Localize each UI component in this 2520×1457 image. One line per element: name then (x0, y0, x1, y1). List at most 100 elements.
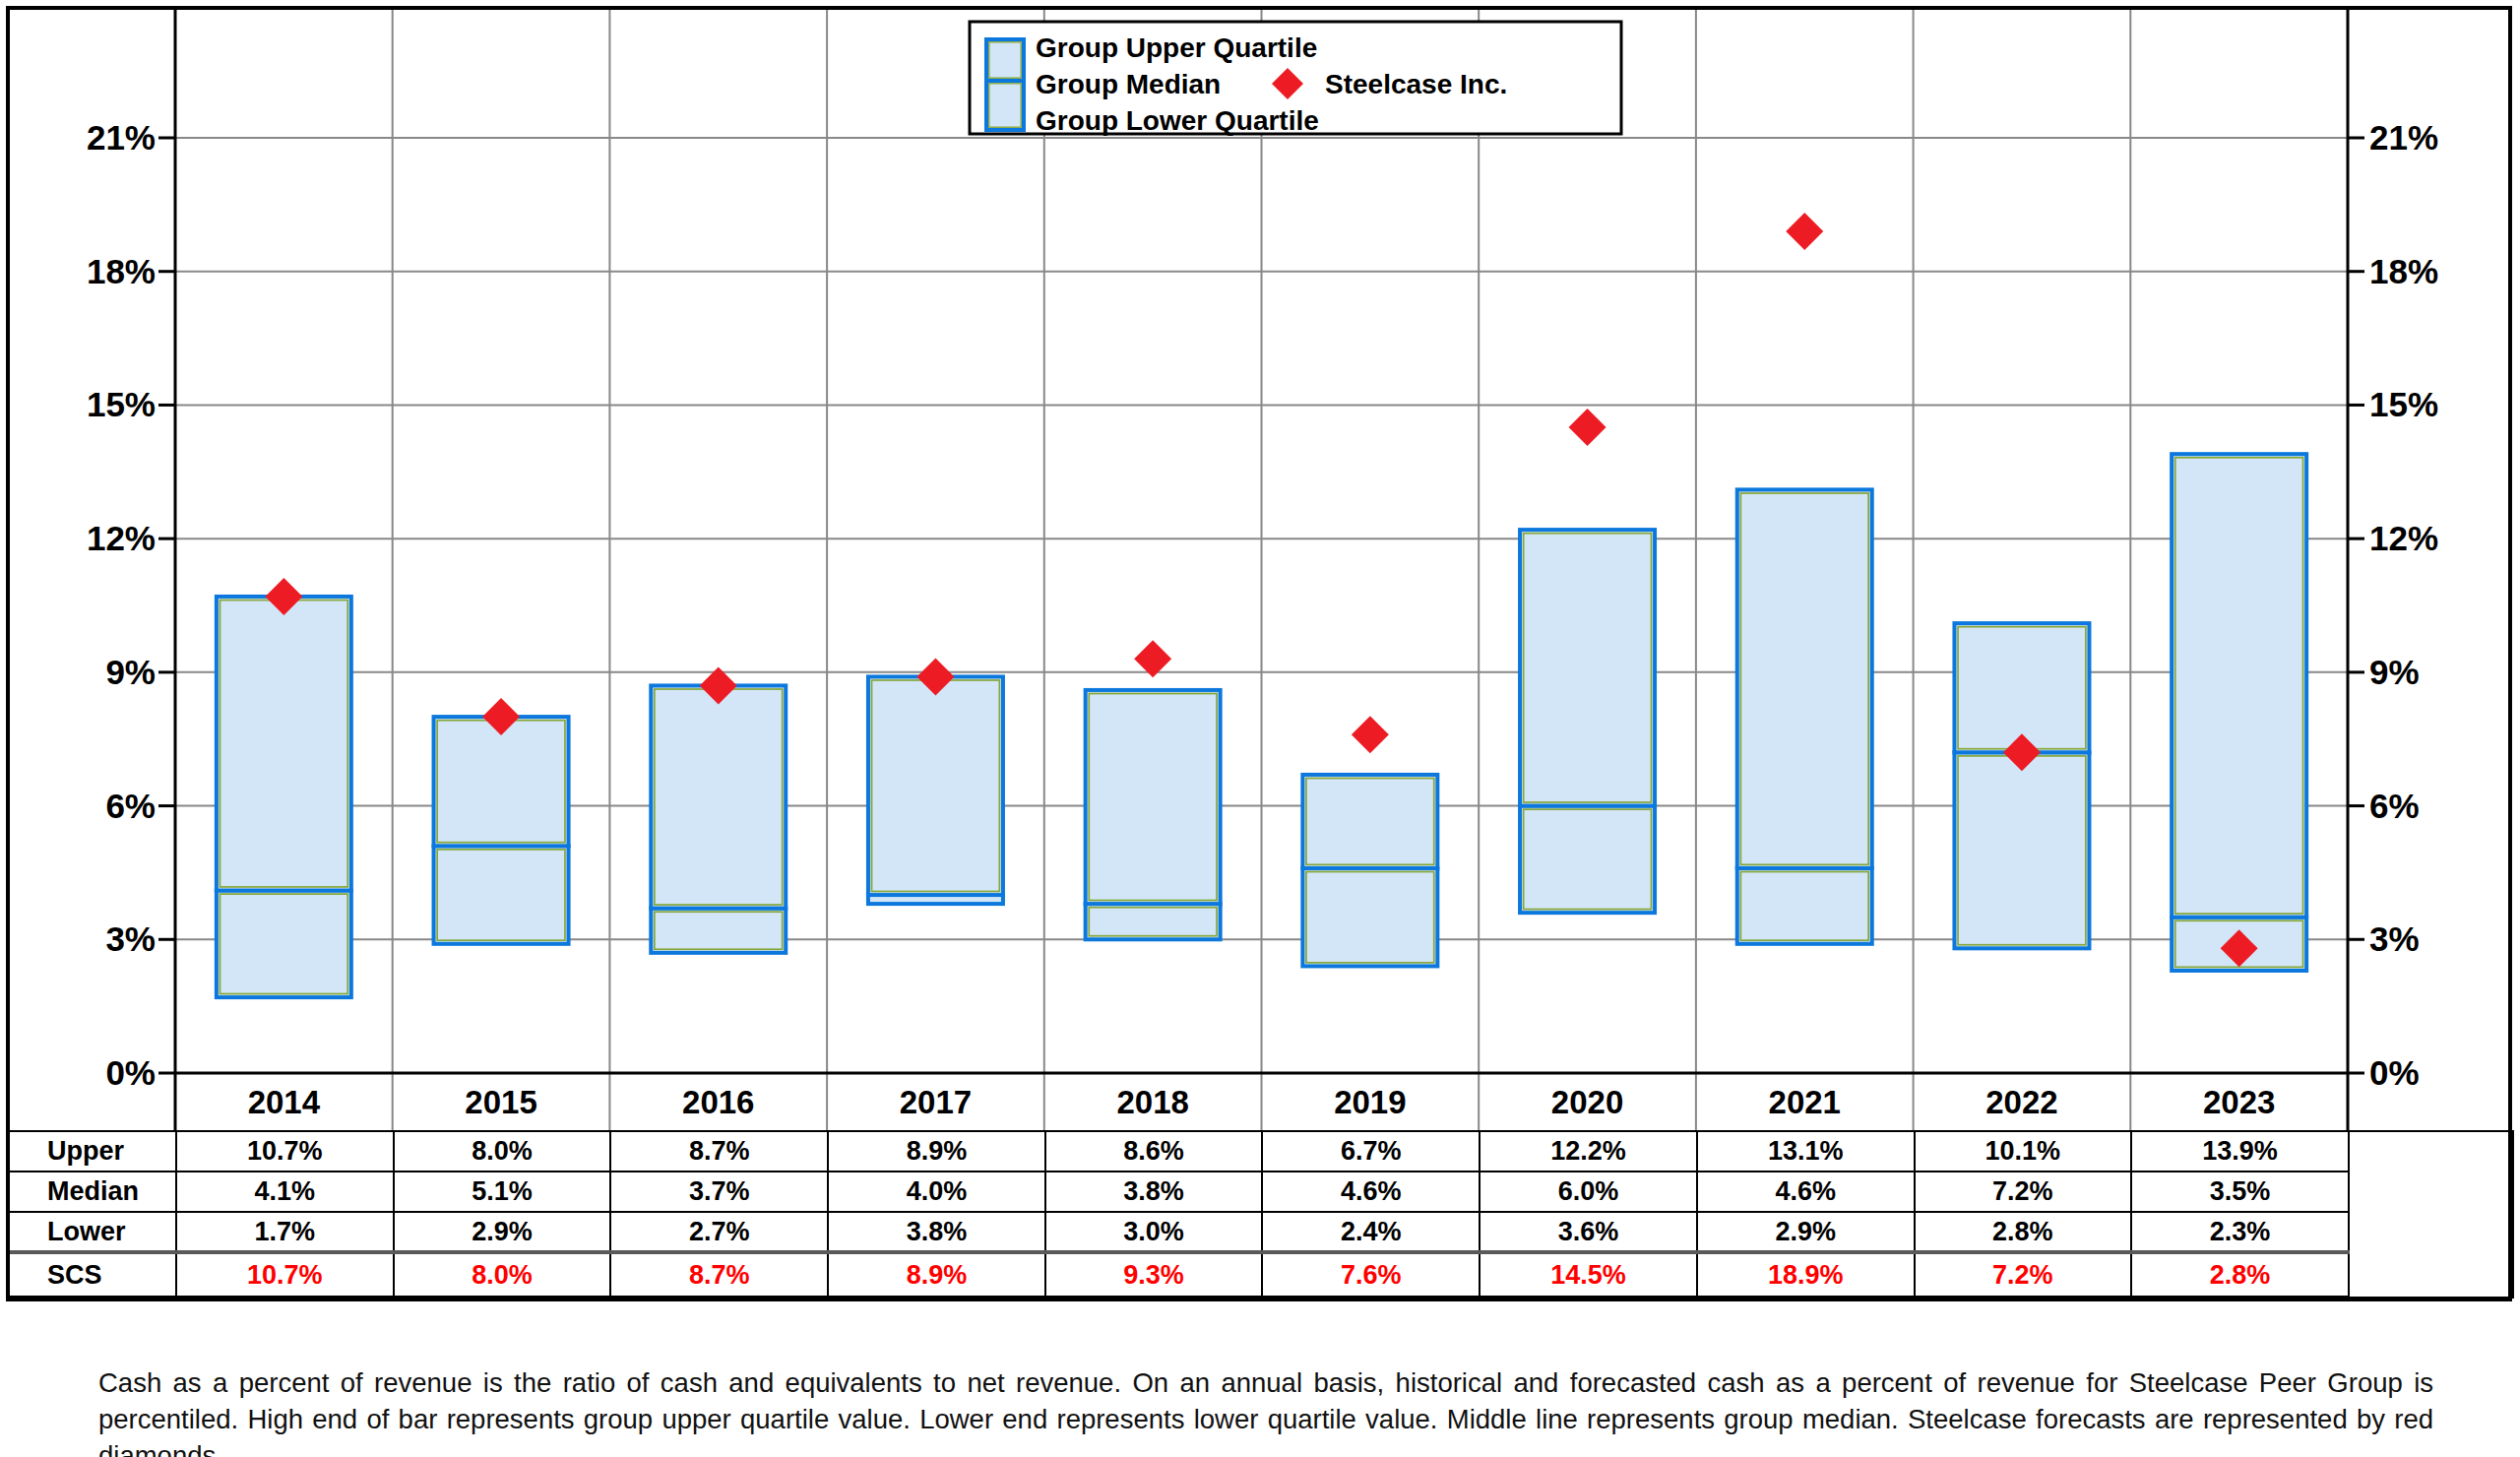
quartile-bar-2020-lower-segment-box (1520, 806, 1655, 914)
quartile-bar-2021-lower-segment-box (1737, 868, 1872, 944)
quartile-bar-2018-lower-segment-box (1086, 904, 1221, 939)
table-cell-scs-2015: 8.0% (394, 1252, 611, 1298)
table-cell-upper-2017: 8.9% (828, 1131, 1045, 1172)
y-axis-label-right-3: 3% (2369, 919, 2420, 958)
table-cell-median-2018: 3.8% (1045, 1172, 1263, 1212)
table-cell-scs-2020: 14.5% (1480, 1252, 1697, 1298)
table-cell-lower-2016: 2.7% (610, 1212, 828, 1252)
y-axis-label-left-3: 3% (105, 919, 156, 958)
table-cell-lower-2019: 2.4% (1262, 1212, 1480, 1252)
table-cell-median-2022: 7.2% (1915, 1172, 2132, 1212)
quartile-bar-2020-upper-segment-box (1520, 530, 1655, 805)
table-cell-scs-2017: 8.9% (828, 1252, 1045, 1298)
y-axis-label-right-21: 21% (2369, 118, 2438, 157)
table-cell-median-2023: 3.5% (2131, 1172, 2349, 1212)
quartile-bar-2018-upper-segment (1086, 690, 1221, 904)
steelcase-diamond-2021 (1786, 213, 1823, 250)
table-cell-lower-2014: 1.7% (176, 1212, 394, 1252)
table-cell-lower-2018: 3.0% (1045, 1212, 1263, 1252)
year-label-2017: 2017 (900, 1084, 972, 1120)
table-cell-scs-2016: 8.7% (610, 1252, 828, 1298)
table-cell-upper-2021: 13.1% (1697, 1131, 1915, 1172)
y-axis-label-left-0: 0% (105, 1053, 156, 1092)
quartile-bar-2014-lower-segment-box (217, 891, 351, 998)
table-row-label-scs: SCS (9, 1252, 176, 1298)
steelcase-diamond-2020 (1569, 409, 1606, 446)
table-row-median: Median4.1%5.1%3.7%4.0%3.8%4.6%6.0%4.6%7.… (9, 1172, 2513, 1212)
quartile-bar-2019-lower-segment (1302, 868, 1437, 967)
quartile-bar-2019-lower-segment-box (1302, 868, 1437, 967)
year-label-2014: 2014 (248, 1084, 321, 1120)
quartile-bar-2021-upper-segment-box (1737, 489, 1872, 868)
table-cell-median-2016: 3.7% (610, 1172, 828, 1212)
table-cell-scs-2018: 9.3% (1045, 1252, 1263, 1298)
legend-label-2: Group Lower Quartile (1036, 105, 1319, 136)
quartile-bar-2016-upper-segment (651, 685, 786, 908)
quartile-bar-2015-lower-segment-box (434, 846, 569, 944)
table-cell-scs-2019: 7.6% (1262, 1252, 1480, 1298)
quartile-bar-2019-upper-segment (1302, 775, 1437, 868)
y-axis-label-left-12: 12% (87, 519, 156, 557)
table-cell-lower-2021: 2.9% (1697, 1212, 1915, 1252)
table-cell-upper-2023: 13.9% (2131, 1131, 2349, 1172)
year-label-2021: 2021 (1769, 1084, 1841, 1120)
table-row-label-upper: Upper (9, 1131, 176, 1172)
table-cell-upper-2014: 10.7% (176, 1131, 394, 1172)
quartile-bar-2020-upper-segment (1520, 530, 1655, 805)
quartile-bar-2019-upper-segment-box (1302, 775, 1437, 868)
quartile-bar-2023-upper-segment-box (2172, 454, 2306, 917)
chart-footnote: Cash as a percent of revenue is the rati… (98, 1364, 2433, 1457)
y-axis-label-left-21: 21% (87, 118, 156, 157)
table-cell-upper-2016: 8.7% (610, 1131, 828, 1172)
table-cell-median-2020: 6.0% (1480, 1172, 1697, 1212)
table-cell-upper-2018: 8.6% (1045, 1131, 1263, 1172)
table-cell-median-2014: 4.1% (176, 1172, 394, 1212)
y-axis-label-right-9: 9% (2369, 653, 2420, 691)
table-cell-median-2015: 5.1% (394, 1172, 611, 1212)
table-cell-scs-2021: 18.9% (1697, 1252, 1915, 1298)
y-axis-label-right-15: 15% (2369, 385, 2438, 423)
quartile-bar-2016-lower-segment-box (651, 909, 786, 953)
quartile-bar-2021-lower-segment (1737, 868, 1872, 944)
year-label-2016: 2016 (682, 1084, 754, 1120)
table-cell-scs-2022: 7.2% (1915, 1252, 2132, 1298)
quartile-data-table: Upper10.7%8.0%8.7%8.9%8.6%6.7%12.2%13.1%… (8, 1130, 2514, 1299)
table-cell-median-2019: 4.6% (1262, 1172, 1480, 1212)
year-label-2019: 2019 (1334, 1084, 1406, 1120)
quartile-bar-2023-upper-segment (2172, 454, 2306, 917)
table-cell-upper-2022: 10.1% (1915, 1131, 2132, 1172)
quartile-bar-2017-upper-segment (868, 676, 1003, 895)
quartile-bar-2018-upper-segment-box (1086, 690, 1221, 904)
year-label-2015: 2015 (465, 1084, 536, 1120)
table-cell-upper-2015: 8.0% (394, 1131, 611, 1172)
quartile-bar-2014-upper-segment-box (217, 597, 351, 891)
quartile-bar-2015-upper-segment (434, 717, 569, 846)
y-axis-label-left-15: 15% (87, 385, 156, 423)
y-axis-label-right-12: 12% (2369, 519, 2438, 557)
quartile-range-chart: 0%0%3%3%6%6%9%9%12%12%15%15%18%18%21%21%… (8, 8, 2512, 1130)
year-label-2018: 2018 (1116, 1084, 1188, 1120)
y-axis-label-right-0: 0% (2369, 1053, 2420, 1092)
table-row-upper: Upper10.7%8.0%8.7%8.9%8.6%6.7%12.2%13.1%… (9, 1131, 2513, 1172)
quartile-bar-2022-lower-segment (1954, 752, 2089, 948)
y-axis-label-right-6: 6% (2369, 787, 2420, 825)
y-axis-label-left-18: 18% (87, 252, 156, 290)
table-row-label-median: Median (9, 1172, 176, 1212)
legend-label-steelcase: Steelcase Inc. (1325, 69, 1507, 99)
y-axis-label-left-9: 9% (105, 653, 156, 691)
quartile-bar-2022-upper-segment (1954, 623, 2089, 752)
quartile-bar-2022-upper-segment-box (1954, 623, 2089, 752)
quartile-bar-2022-lower-segment-box (1954, 752, 2089, 948)
quartile-bar-2017-upper-segment-box (868, 676, 1003, 895)
quartile-bar-2015-lower-segment (434, 846, 569, 944)
y-axis-label-left-6: 6% (105, 787, 156, 825)
table-cell-scs-2014: 10.7% (176, 1252, 394, 1298)
quartile-bar-2020-lower-segment (1520, 806, 1655, 914)
table-cell-upper-2020: 12.2% (1480, 1131, 1697, 1172)
quartile-bar-2021-upper-segment (1737, 489, 1872, 868)
table-cell-lower-2017: 3.8% (828, 1212, 1045, 1252)
quartile-bar-2016-lower-segment (651, 909, 786, 953)
table-cell-scs-2023: 2.8% (2131, 1252, 2349, 1298)
table-row-label-lower: Lower (9, 1212, 176, 1252)
table-cell-median-2021: 4.6% (1697, 1172, 1915, 1212)
